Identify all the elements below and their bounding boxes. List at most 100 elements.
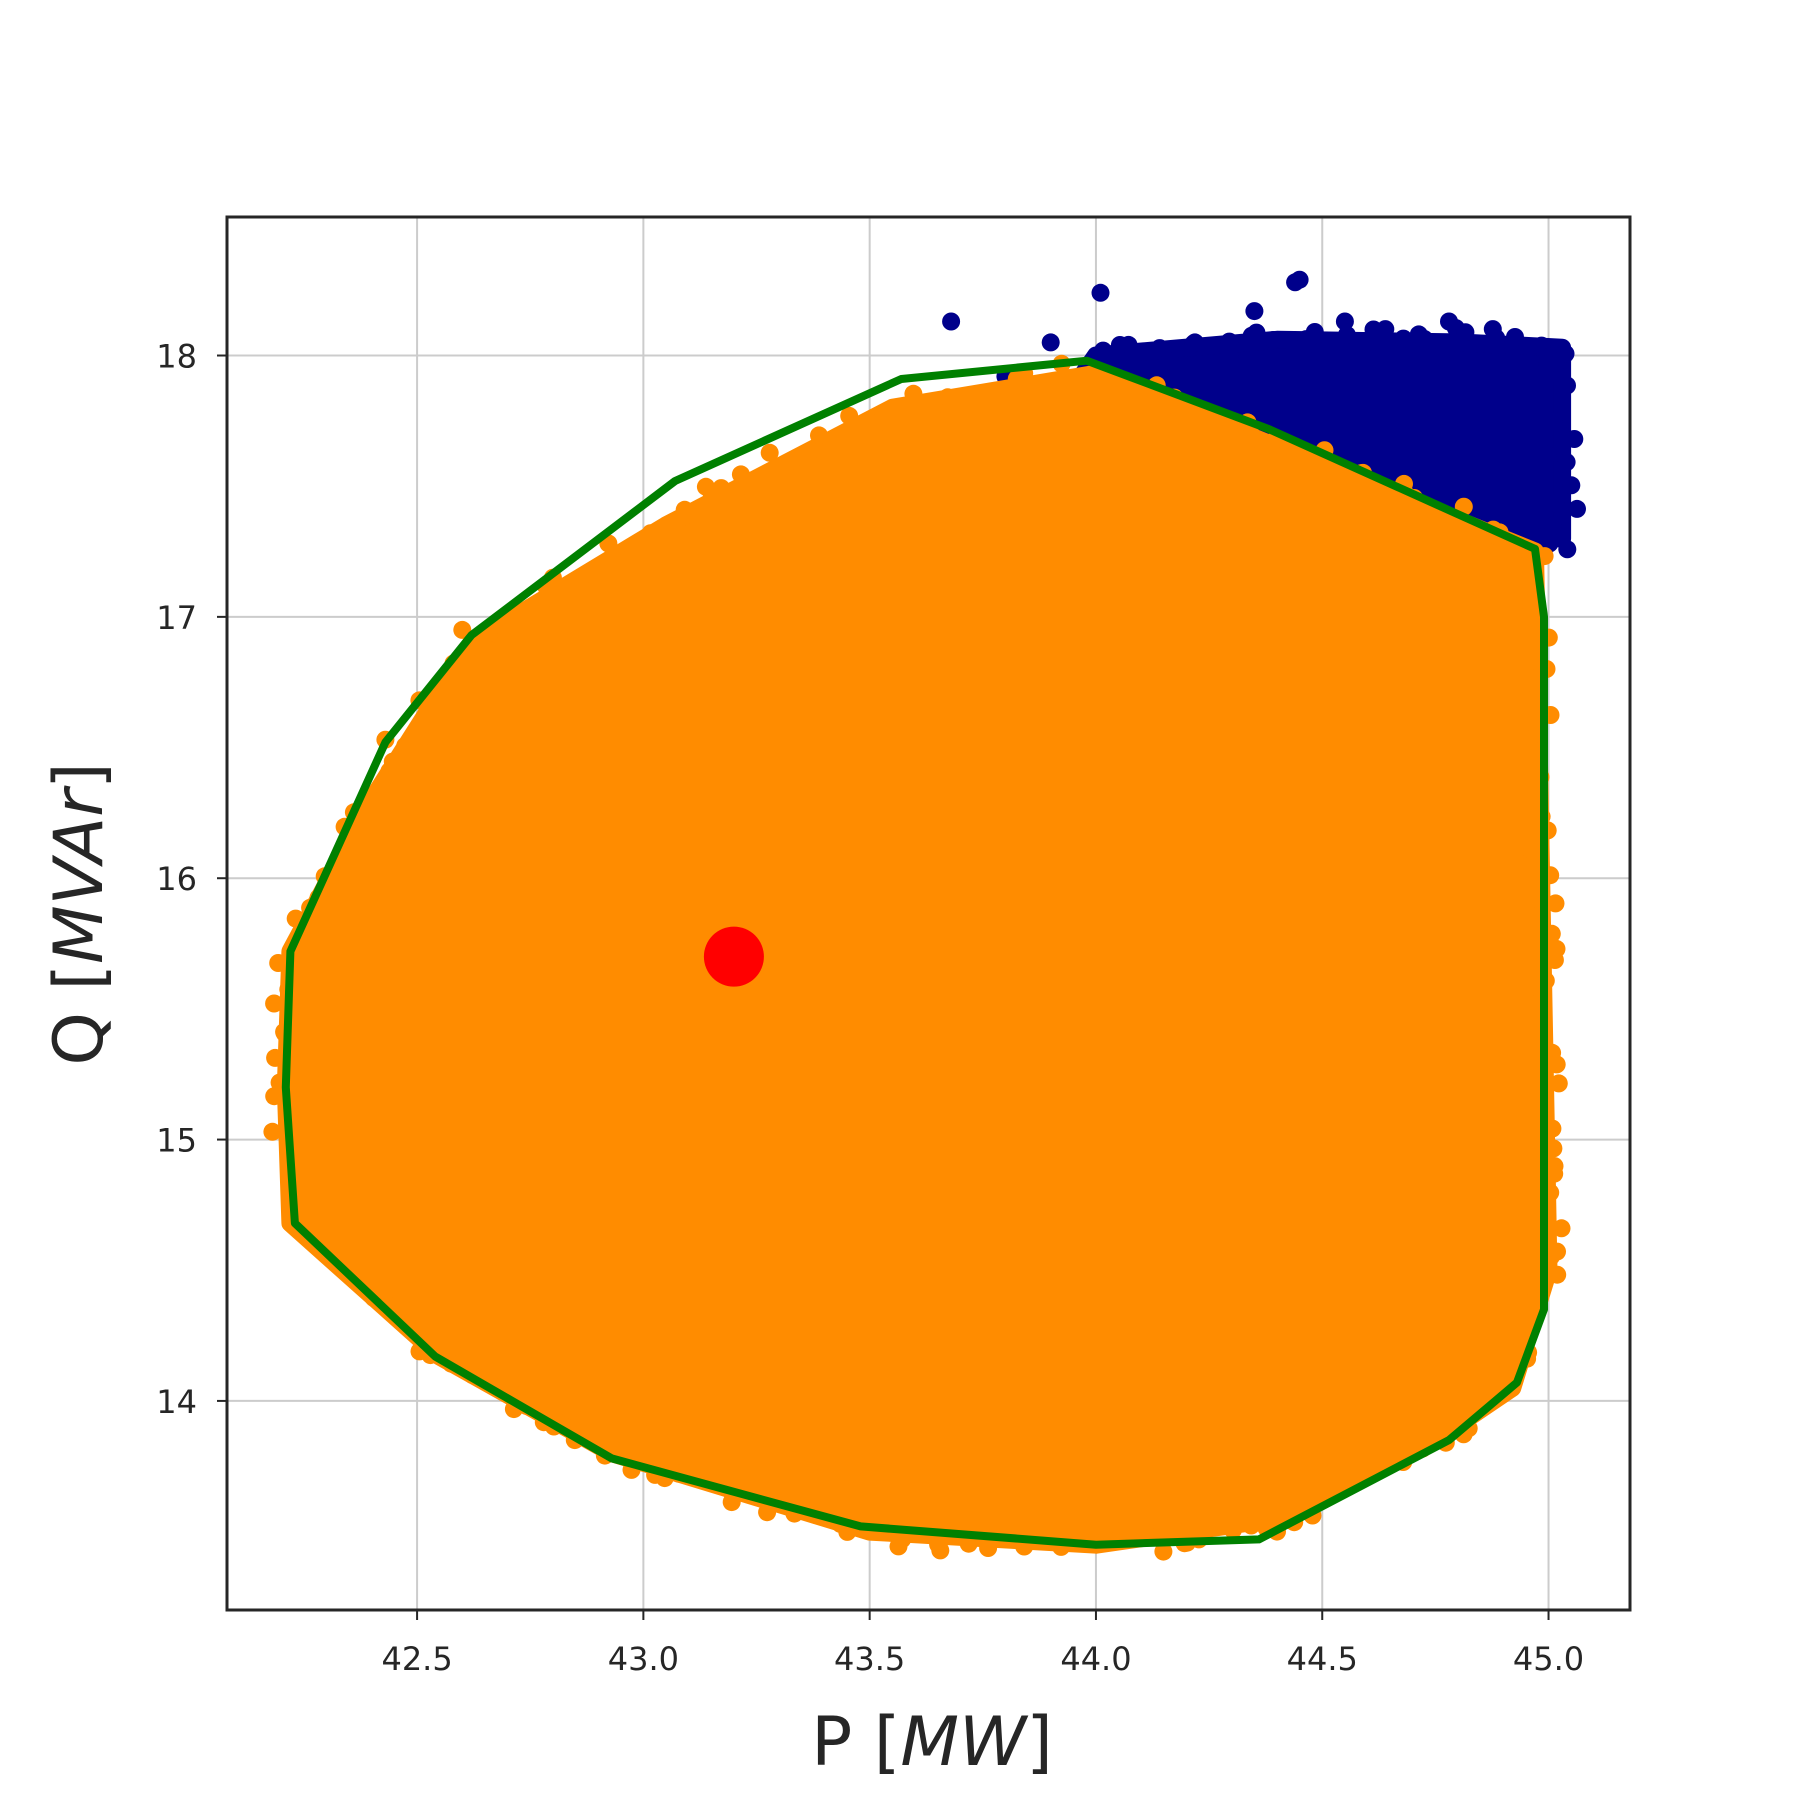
feasible-point	[1549, 1074, 1568, 1093]
feasible-point	[837, 428, 856, 447]
infeasible-point	[1456, 323, 1475, 342]
feasible-point	[639, 534, 658, 553]
feasible-point	[1184, 415, 1203, 433]
feasible-point	[795, 448, 814, 467]
infeasible-point	[1305, 323, 1324, 341]
feasible-point	[1503, 542, 1522, 561]
feasible-point	[1522, 1293, 1541, 1312]
infeasible-point	[1220, 347, 1239, 366]
feasible-point	[340, 1235, 359, 1254]
infeasible-point	[1538, 445, 1557, 464]
feasible-point	[1145, 390, 1164, 409]
infeasible-point	[1094, 341, 1113, 360]
tick-marks	[217, 354, 1550, 1620]
feasible-point	[526, 601, 545, 619]
infeasible-point	[1562, 476, 1581, 495]
feasible-point	[986, 381, 1004, 400]
feasible-point	[396, 736, 415, 755]
feasible-point	[1512, 577, 1531, 596]
infeasible-point	[1344, 342, 1363, 361]
feasible-point	[869, 413, 888, 432]
feasible-point	[265, 1087, 284, 1106]
feasible-point	[760, 443, 779, 462]
feasible-point	[840, 406, 859, 425]
infeasible-point	[1220, 332, 1239, 351]
feasible-point	[1248, 1502, 1267, 1521]
infeasible-point	[1440, 312, 1458, 331]
x-tick-label: 43.5	[834, 1640, 905, 1678]
feasible-point	[1545, 1164, 1564, 1183]
feasible-point	[928, 411, 947, 430]
feasible-point	[979, 1539, 998, 1557]
y-tick-label: 16	[156, 860, 197, 898]
infeasible-point	[1242, 326, 1261, 345]
infeasible-point	[1544, 412, 1563, 431]
infeasible-point	[1041, 333, 1060, 352]
infeasible-point	[1394, 329, 1413, 348]
feasible-point	[1523, 713, 1542, 732]
x-tick-label: 45.0	[1513, 1640, 1584, 1678]
infeasible-point	[1245, 302, 1264, 321]
operating-point	[703, 926, 764, 987]
feasible-point	[1546, 894, 1565, 913]
feasible-point	[1136, 1523, 1155, 1542]
infeasible-point	[1185, 333, 1204, 352]
feasible-point	[1464, 1385, 1483, 1404]
infeasible-point	[1123, 351, 1142, 370]
infeasible-point	[1415, 330, 1434, 348]
infeasible-point	[1506, 328, 1524, 346]
infeasible-point	[1543, 516, 1562, 535]
plot-frame	[225, 215, 1632, 1612]
x-tick-label: 43.0	[608, 1640, 679, 1678]
feasible-point	[500, 1376, 519, 1395]
feasible-point	[1517, 556, 1536, 575]
y-tick-label: 15	[156, 1122, 197, 1160]
infeasible-point	[1546, 494, 1565, 513]
feasible-point	[266, 1048, 285, 1067]
feasible-point	[412, 715, 431, 734]
feasible-point	[929, 1535, 948, 1554]
feasible-point	[675, 500, 694, 519]
y-tick-label: 17	[156, 599, 197, 637]
infeasible-point	[1558, 376, 1576, 395]
feasible-point	[889, 1537, 908, 1556]
feasible-point	[982, 1518, 1001, 1537]
feasible-point	[612, 550, 631, 569]
feasible-point	[860, 1507, 879, 1526]
infeasible-point	[1264, 331, 1283, 349]
x-tick-label: 44.0	[1060, 1640, 1131, 1678]
feasible-point	[453, 620, 472, 639]
feasible-point	[1331, 1475, 1350, 1494]
feasible-point	[1308, 470, 1327, 489]
feasible-point	[904, 384, 923, 403]
feasible-point	[1525, 1021, 1544, 1039]
feasible-point	[263, 1122, 282, 1141]
infeasible-point	[1091, 283, 1110, 302]
infeasible-point	[1487, 329, 1506, 348]
feasible-point	[712, 479, 731, 498]
feasible-point	[1552, 1219, 1571, 1238]
infeasible-point	[1150, 339, 1169, 358]
feasible-point	[1271, 452, 1290, 471]
feasible-point	[1154, 1542, 1173, 1561]
feasible-point	[304, 918, 323, 937]
feasible-point	[1333, 476, 1352, 495]
feasible-point	[1547, 939, 1566, 958]
feasible-point	[731, 465, 750, 484]
x-axis-label-name: P	[811, 1703, 852, 1782]
feasible-point	[1544, 1139, 1563, 1158]
feasible-point	[505, 613, 524, 632]
infeasible-point	[1568, 499, 1586, 518]
feasible-point	[1298, 1491, 1316, 1510]
feasible-point	[1526, 851, 1545, 870]
feasible-point	[1515, 675, 1534, 694]
feasible-point	[410, 1315, 429, 1334]
infeasible-point	[1557, 453, 1576, 472]
feasible-point	[1060, 381, 1079, 400]
feasible-point	[1547, 1055, 1566, 1074]
feasible-point	[290, 1124, 309, 1142]
infeasible-point	[1290, 270, 1309, 289]
feasible-point	[554, 1396, 572, 1415]
